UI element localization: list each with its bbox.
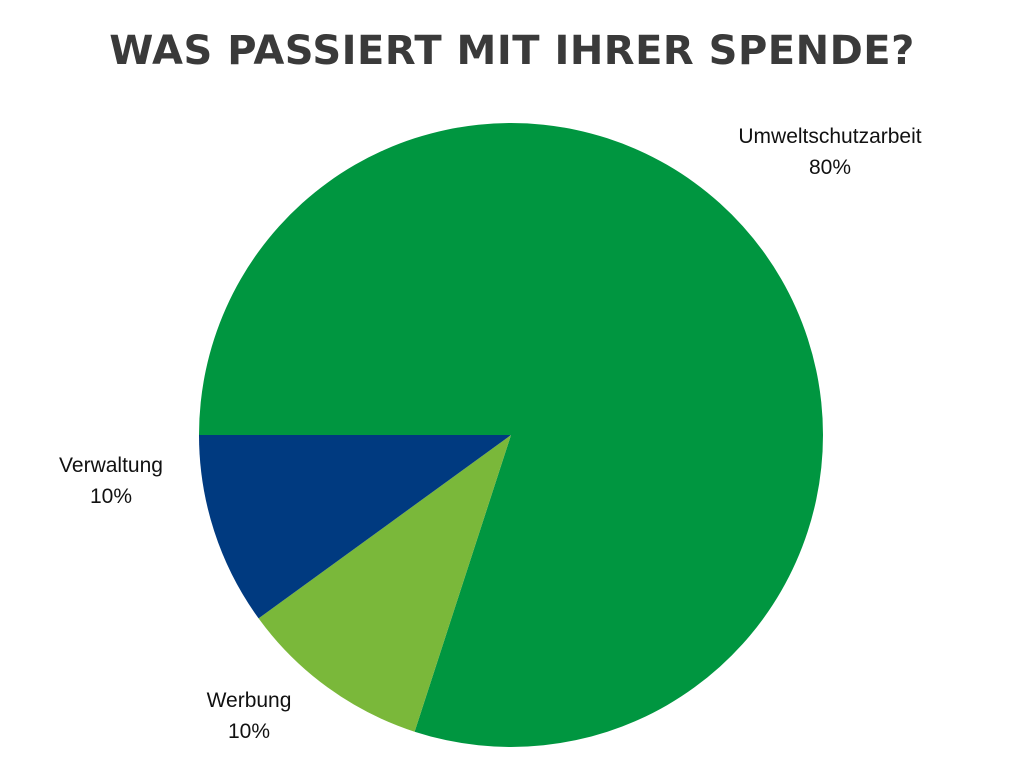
slice-value-verwaltung: 10% (90, 485, 132, 508)
pie-slice-umweltschutzarbeit (199, 123, 823, 748)
slice-value-umweltschutzarbeit: 80% (809, 156, 851, 179)
slice-label-werbung: Werbung (207, 689, 292, 712)
pie-slice-werbung (258, 435, 511, 732)
slice-label-umweltschutzarbeit: Umweltschutzarbeit (738, 125, 921, 148)
chart-title: WAS PASSIERT MIT IHRER SPENDE? (109, 28, 915, 74)
slice-value-werbung: 10% (228, 720, 270, 743)
slice-label-verwaltung: Verwaltung (59, 454, 163, 477)
pie-slice-verwaltung (199, 435, 511, 619)
